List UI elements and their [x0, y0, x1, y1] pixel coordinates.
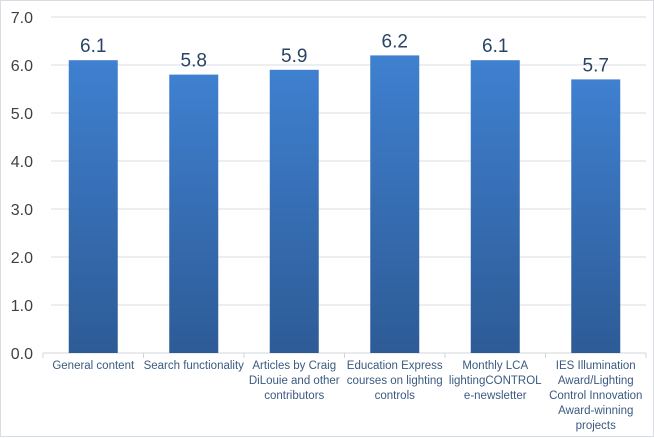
bar [269, 69, 319, 354]
bar [169, 74, 219, 353]
bar [571, 79, 621, 354]
x-category-label: Search functionality [143, 360, 244, 372]
data-label: 6.2 [382, 31, 408, 52]
y-tick-label: 0.0 [11, 346, 33, 363]
x-category-label: General content [52, 360, 135, 372]
y-tick-label: 6.0 [11, 58, 33, 75]
data-label: 6.1 [80, 36, 106, 57]
x-category-label: Education Express courses on lighting co… [346, 360, 443, 402]
bar [68, 60, 118, 353]
data-label: 5.8 [181, 51, 207, 72]
x-category-label: Articles by Craig DiLouie and other cont… [248, 360, 340, 402]
y-tick-label: 7.0 [11, 10, 33, 27]
x-category-label: Monthly LCA lightingCONTROL e-newsletter [448, 360, 542, 402]
data-label: 6.1 [482, 36, 508, 57]
y-tick-label: 3.0 [11, 202, 33, 219]
y-tick-label: 5.0 [11, 106, 33, 123]
bar [370, 55, 420, 354]
data-label: 5.9 [281, 46, 307, 67]
y-tick-label: 1.0 [11, 298, 33, 315]
data-label: 5.7 [583, 55, 609, 76]
bar [470, 60, 520, 353]
y-tick-label: 4.0 [11, 154, 33, 171]
y-tick-label: 2.0 [11, 250, 33, 267]
x-category-label: IES Illumination Award/Lighting Control … [549, 360, 643, 432]
